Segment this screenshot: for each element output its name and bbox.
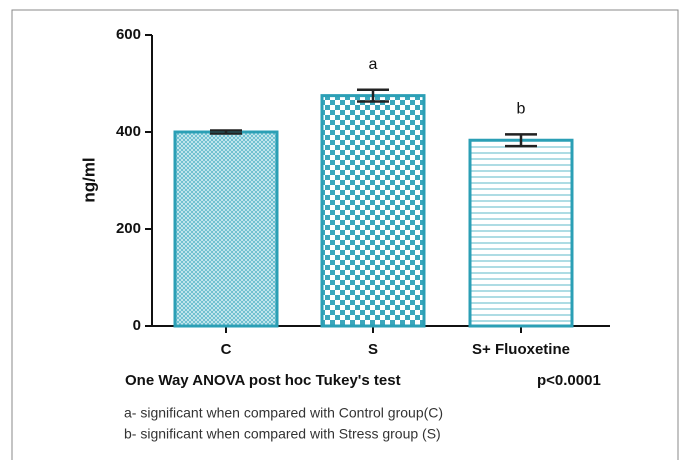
bar: [320, 94, 426, 328]
test-label: One Way ANOVA post hoc Tukey's test: [125, 372, 401, 389]
y-tick-label: 400: [116, 123, 141, 140]
y-tick-label: 600: [116, 26, 141, 43]
note: a- significant when compared with Contro…: [124, 405, 443, 421]
note: b- significant when compared with Stress…: [124, 426, 441, 442]
p-value: p<0.0001: [537, 372, 601, 389]
y-tick-label: 200: [116, 220, 141, 237]
bar: [173, 130, 279, 328]
bar-label: b: [517, 101, 526, 118]
x-tick-label: S+ Fluoxetine: [472, 341, 570, 358]
x-tick-label: C: [221, 341, 232, 358]
x-tick-label: S: [368, 341, 378, 358]
frame: [11, 9, 679, 460]
error-bar: [357, 88, 389, 103]
bar: [468, 138, 574, 328]
y-axis-label: ng/ml: [79, 157, 98, 202]
error-bar: [505, 133, 537, 148]
error-bar: [210, 129, 242, 135]
bar-label: a: [369, 56, 378, 73]
y-tick-label: 0: [133, 317, 141, 334]
